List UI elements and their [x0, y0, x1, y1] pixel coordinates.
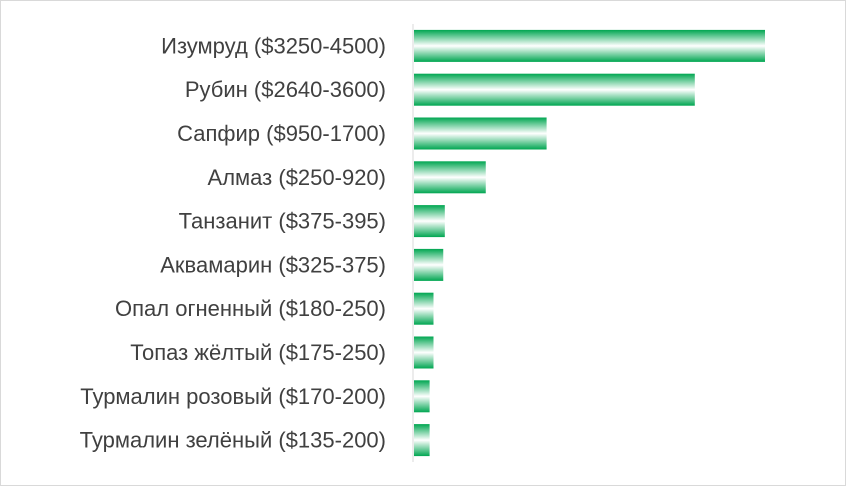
bar-3	[414, 161, 486, 194]
bar-9	[414, 424, 430, 457]
category-label-1: Рубин ($2640-3600)	[185, 77, 386, 102]
bar-0	[414, 29, 765, 62]
category-label-2: Сапфир ($950-1700)	[177, 121, 386, 146]
bar-4	[414, 205, 445, 238]
category-label-4: Танзанит ($375-395)	[179, 209, 386, 234]
category-label-9: Турмалин зелёный ($135-200)	[80, 428, 386, 453]
bar-2	[414, 117, 547, 150]
bar-1	[414, 73, 695, 106]
bar-5	[414, 248, 444, 281]
bar-6	[414, 292, 434, 325]
category-label-8: Турмалин розовый ($170-200)	[80, 384, 386, 409]
category-label-5: Аквамарин ($325-375)	[160, 252, 386, 277]
category-label-0: Изумруд ($3250-4500)	[161, 33, 386, 58]
category-label-7: Топаз жёлтый ($175-250)	[130, 340, 386, 365]
category-label-3: Алмаз ($250-920)	[208, 165, 386, 190]
bar-7	[414, 336, 434, 369]
bar-8	[414, 380, 430, 413]
category-label-6: Опал огненный ($180-250)	[115, 296, 386, 321]
